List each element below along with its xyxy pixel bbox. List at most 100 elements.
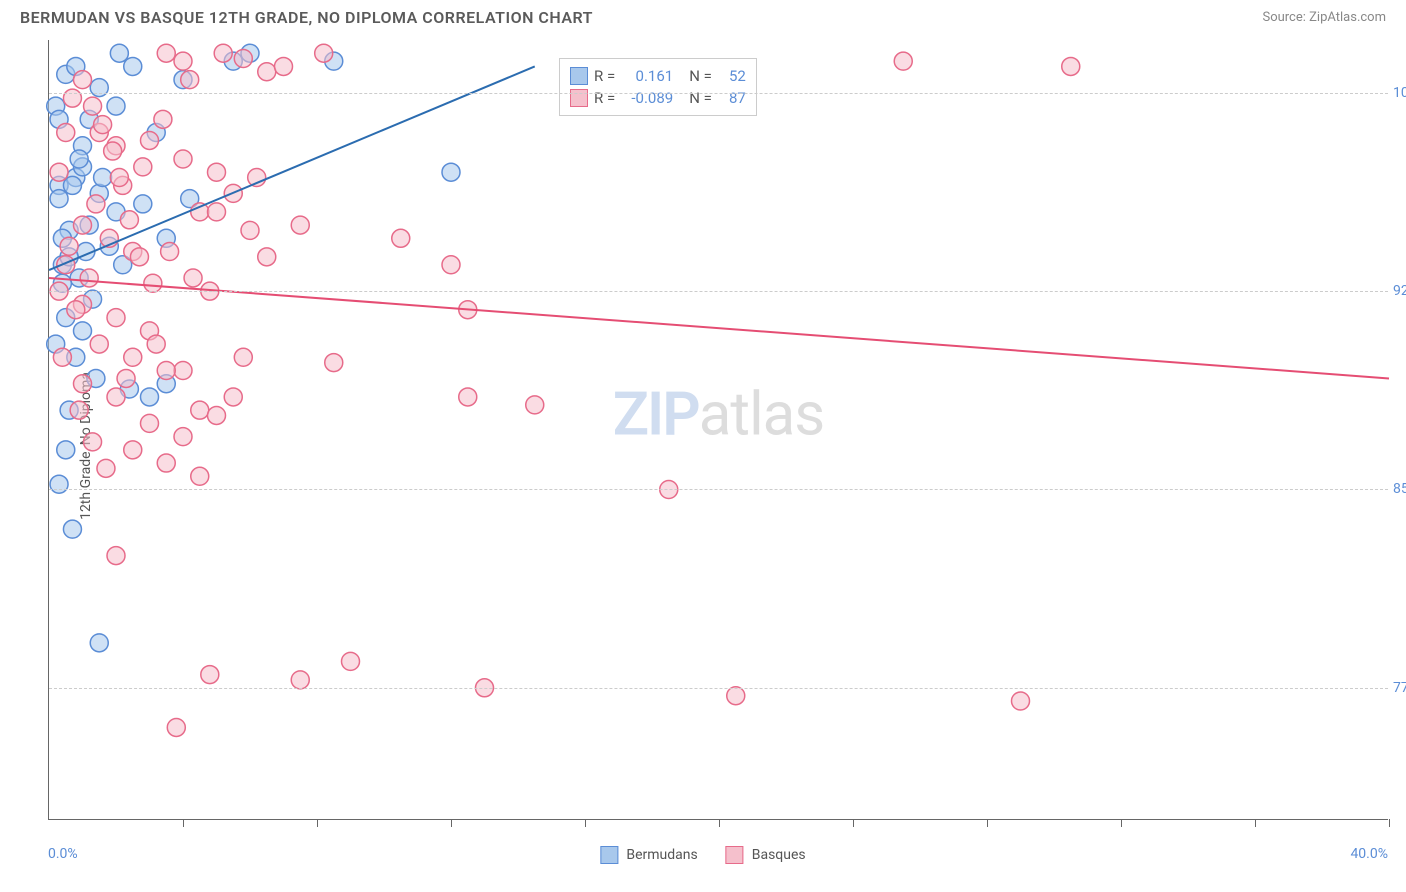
data-point [181,71,199,89]
data-point [74,71,92,89]
gridline [49,291,1388,292]
data-point [147,335,165,353]
x-tick [853,819,854,827]
data-point [208,203,226,221]
data-point [94,116,112,134]
x-tick [585,819,586,827]
data-point [57,124,75,142]
legend-swatch [600,846,618,864]
data-point [130,248,148,266]
data-point [275,57,293,75]
legend-label: Basques [752,847,806,863]
data-point [60,237,78,255]
plot-area: ZIPatlas R =0.161N =52R =-0.089N =87 77.… [48,40,1388,820]
data-point [74,216,92,234]
data-point [63,89,81,107]
gridline [49,93,1388,94]
x-tick [1389,819,1390,827]
data-point [90,634,108,652]
gridline [49,489,1388,490]
data-point [124,441,142,459]
n-value: 52 [718,67,746,85]
stats-row: R =-0.089N =87 [570,87,746,109]
legend-swatch [726,846,744,864]
stats-legend-box: R = 0.161 N = 52 R =-0.089N =87 [559,58,757,116]
data-point [87,195,105,213]
data-point [442,163,460,181]
data-point [63,520,81,538]
data-point [117,369,135,387]
data-point [67,301,85,319]
x-axis-min-label: 0.0% [48,846,78,862]
data-point [134,158,152,176]
data-point [342,652,360,670]
data-point [214,44,232,62]
data-point [94,168,112,186]
n-value: 87 [718,89,746,107]
r-label: R = [594,67,615,85]
legend-item: Basques [726,846,806,864]
stats-row: R = 0.161 N = 52 [570,65,746,87]
data-point [50,163,68,181]
data-point [191,467,209,485]
data-point [124,57,142,75]
data-point [50,475,68,493]
legend-label: Bermudans [626,847,697,863]
data-point [107,309,125,327]
data-point [291,671,309,689]
data-point [110,168,128,186]
data-point [208,406,226,424]
data-point [241,221,259,239]
legend-item: Bermudans [600,846,697,864]
y-tick-label: 85.0% [1393,481,1406,497]
data-point [234,348,252,366]
chart-title: BERMUDAN VS BASQUE 12TH GRADE, NO DIPLOM… [20,8,593,27]
data-point [258,248,276,266]
data-point [325,354,343,372]
x-tick [183,819,184,827]
data-point [70,401,88,419]
data-point [84,433,102,451]
data-point [392,229,410,247]
data-point [208,163,226,181]
data-point [80,269,98,287]
data-point [157,362,175,380]
scatter-svg [49,40,1388,819]
data-point [57,441,75,459]
data-point [90,79,108,97]
chart-source: Source: ZipAtlas.com [1262,10,1386,25]
data-point [154,110,172,128]
data-point [174,362,192,380]
x-tick [987,819,988,827]
data-point [50,190,68,208]
data-point [70,150,88,168]
data-point [184,269,202,287]
data-point [1062,57,1080,75]
data-point [1012,692,1030,710]
data-point [157,44,175,62]
n-label: N = [689,67,712,85]
data-point [53,348,71,366]
data-point [141,388,159,406]
x-tick [719,819,720,827]
x-tick [451,819,452,827]
data-point [157,454,175,472]
data-point [63,176,81,194]
data-point [107,388,125,406]
data-point [74,322,92,340]
y-tick-label: 92.5% [1393,283,1406,299]
data-point [727,687,745,705]
data-point [90,335,108,353]
legend: Bermudans Basques [600,846,805,864]
r-value: 0.161 [621,67,673,85]
y-tick-label: 100.0% [1393,85,1406,101]
x-tick [1121,819,1122,827]
data-point [110,44,128,62]
data-point [144,274,162,292]
data-point [174,428,192,446]
data-point [174,52,192,70]
data-point [124,348,142,366]
x-tick [317,819,318,827]
data-point [104,142,122,160]
data-point [442,256,460,274]
